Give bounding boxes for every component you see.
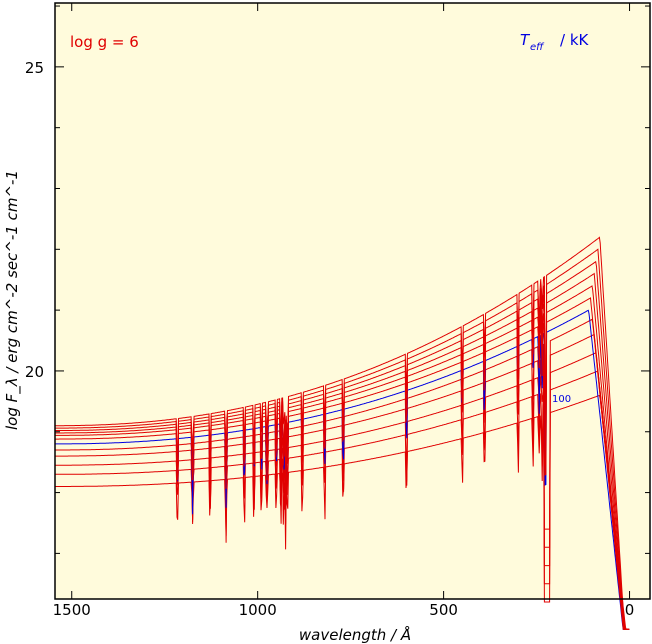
annotation-teff-unit: / kK [560, 31, 590, 49]
annotation-teff: T [520, 31, 531, 49]
annotation-teff-sub: eff [530, 42, 545, 53]
spectrum-series-line [55, 236, 630, 630]
annotation-log-g: log g = 6 [70, 33, 139, 51]
y-tick-label: 20 [25, 363, 44, 381]
plot-background [55, 3, 650, 599]
y-axis-title: log F_λ / erg cm^-2 sec^-1 cm^-1 [3, 170, 22, 430]
x-axis-title: wavelength / Å [299, 625, 411, 644]
x-tick-label: 500 [429, 601, 458, 619]
series-label-100: 100 [552, 394, 571, 405]
x-tick-label: 1500 [53, 601, 91, 619]
plot-frame [54, 2, 651, 600]
tick-layer: 1500 1000 500 0 20 25 [25, 3, 650, 619]
x-tick-label: 1000 [239, 601, 277, 619]
series-layer [55, 236, 630, 630]
x-tick-label: 0 [625, 601, 635, 619]
y-tick-label: 25 [25, 59, 44, 77]
